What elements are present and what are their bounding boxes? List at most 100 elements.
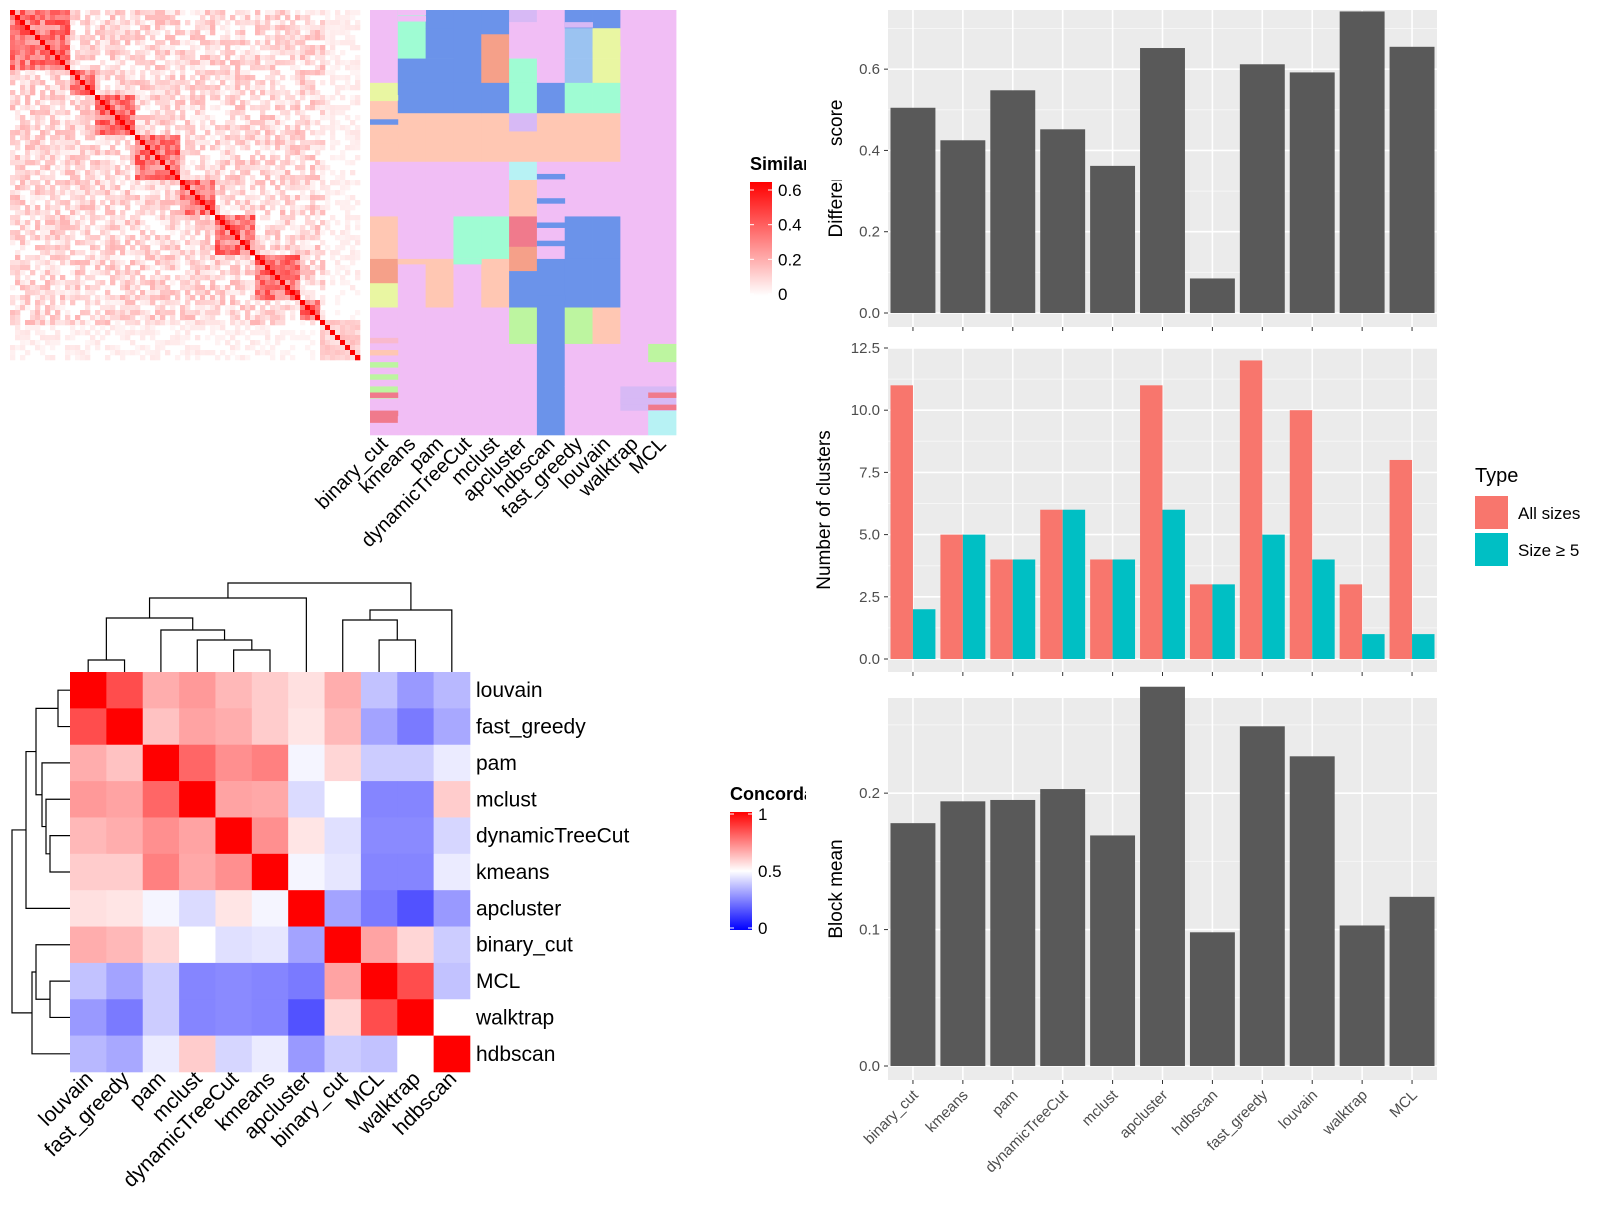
assignment-cell	[620, 307, 649, 387]
similarity-cell	[25, 45, 31, 51]
similarity-cell	[180, 215, 186, 221]
similarity-legend-bar	[750, 182, 772, 296]
assignment-cell	[536, 10, 566, 84]
similarity-cell	[205, 255, 211, 261]
concordance-cell	[179, 672, 216, 709]
similarity-cell	[200, 225, 206, 231]
similarity-cell	[135, 180, 141, 186]
similarity-cell	[175, 245, 181, 251]
similarity-cell	[225, 195, 231, 201]
similarity-cell	[175, 295, 181, 301]
similarity-cell	[250, 190, 256, 196]
similarity-cell	[150, 115, 156, 121]
similarity-cell	[345, 80, 351, 86]
similarity-cell	[275, 295, 281, 301]
similarity-cell	[210, 115, 216, 121]
similarity-cell	[120, 295, 126, 301]
similarity-cell	[20, 120, 26, 126]
similarity-cell	[160, 300, 166, 306]
similarity-cell	[175, 160, 181, 166]
similarity-cell	[305, 175, 311, 181]
similarity-cell	[45, 40, 51, 46]
similarity-cell	[295, 50, 301, 56]
similarity-cell	[195, 165, 201, 171]
similarity-cell	[35, 125, 41, 131]
similarity-cell	[160, 175, 166, 181]
similarity-cell	[235, 180, 241, 186]
similarity-cell	[45, 230, 51, 236]
concordance-cell	[397, 1035, 434, 1073]
similarity-cell	[55, 145, 61, 151]
similarity-cell	[195, 320, 201, 326]
similarity-cell	[125, 50, 131, 56]
similarity-cell	[185, 255, 191, 261]
similarity-cell	[205, 85, 211, 91]
similarity-cell	[165, 115, 171, 121]
similarity-cell	[40, 80, 46, 86]
similarity-cell	[185, 50, 191, 56]
similarity-cell	[325, 335, 331, 341]
assignment-cell	[481, 82, 510, 114]
similarity-cell	[25, 340, 31, 346]
similarity-cell	[190, 150, 196, 156]
similarity-cell	[300, 115, 306, 121]
concordance-row-label: MCL	[476, 970, 520, 993]
similarity-cell	[280, 100, 286, 106]
similarity-cell	[130, 75, 136, 81]
similarity-cell	[285, 115, 291, 121]
similarity-cell	[170, 140, 176, 146]
similarity-cell	[75, 75, 81, 81]
similarity-cell	[45, 155, 51, 161]
similarity-cell	[235, 240, 241, 246]
similarity-cell	[175, 265, 181, 271]
similarity-cell	[60, 85, 66, 91]
similarity-cell	[135, 345, 141, 351]
similarity-cell	[225, 20, 231, 26]
y-tick-label: 0.4	[859, 142, 880, 159]
similarity-cell	[195, 80, 201, 86]
similarity-cell	[190, 45, 196, 51]
similarity-cell	[265, 165, 271, 171]
similarity-cell	[245, 160, 251, 166]
similarity-cell	[330, 330, 336, 336]
similarity-cell	[45, 70, 51, 76]
similarity-cell	[200, 320, 206, 326]
similarity-cell	[185, 345, 191, 351]
similarity-cell	[50, 220, 56, 226]
concordance-cell	[288, 744, 325, 782]
similarity-cell	[195, 230, 201, 236]
similarity-cell	[215, 210, 221, 216]
similarity-cell	[10, 160, 16, 166]
similarity-cell	[250, 135, 256, 141]
similarity-cell	[230, 310, 236, 316]
similarity-cell	[80, 205, 86, 211]
similarity-cell	[210, 280, 216, 286]
similarity-cell	[85, 25, 91, 31]
similarity-cell	[45, 270, 51, 276]
similarity-cell	[230, 230, 236, 236]
similarity-cell	[105, 175, 111, 181]
similarity-cell	[105, 130, 111, 136]
similarity-cell	[170, 150, 176, 156]
similarity-cell	[55, 100, 61, 106]
similarity-cell	[280, 75, 286, 81]
concordance-cell	[397, 781, 434, 818]
similarity-cell	[40, 120, 46, 126]
similarity-cell	[125, 300, 131, 306]
similarity-cell	[300, 15, 306, 21]
similarity-cell	[280, 20, 286, 26]
similarity-cell	[340, 245, 346, 251]
similarity-cell	[310, 265, 316, 271]
similarity-cell	[105, 310, 111, 316]
similarity-cell	[25, 75, 31, 81]
similarity-cell	[245, 165, 251, 171]
similarity-cell	[100, 95, 106, 101]
similarity-cell	[345, 105, 351, 111]
similarity-cell	[310, 130, 316, 136]
similarity-cell	[20, 335, 26, 341]
similarity-cell	[155, 115, 161, 121]
similarity-cell	[105, 10, 111, 16]
similarity-cell	[260, 265, 266, 271]
similarity-cell	[100, 180, 106, 186]
similarity-cell	[250, 200, 256, 206]
